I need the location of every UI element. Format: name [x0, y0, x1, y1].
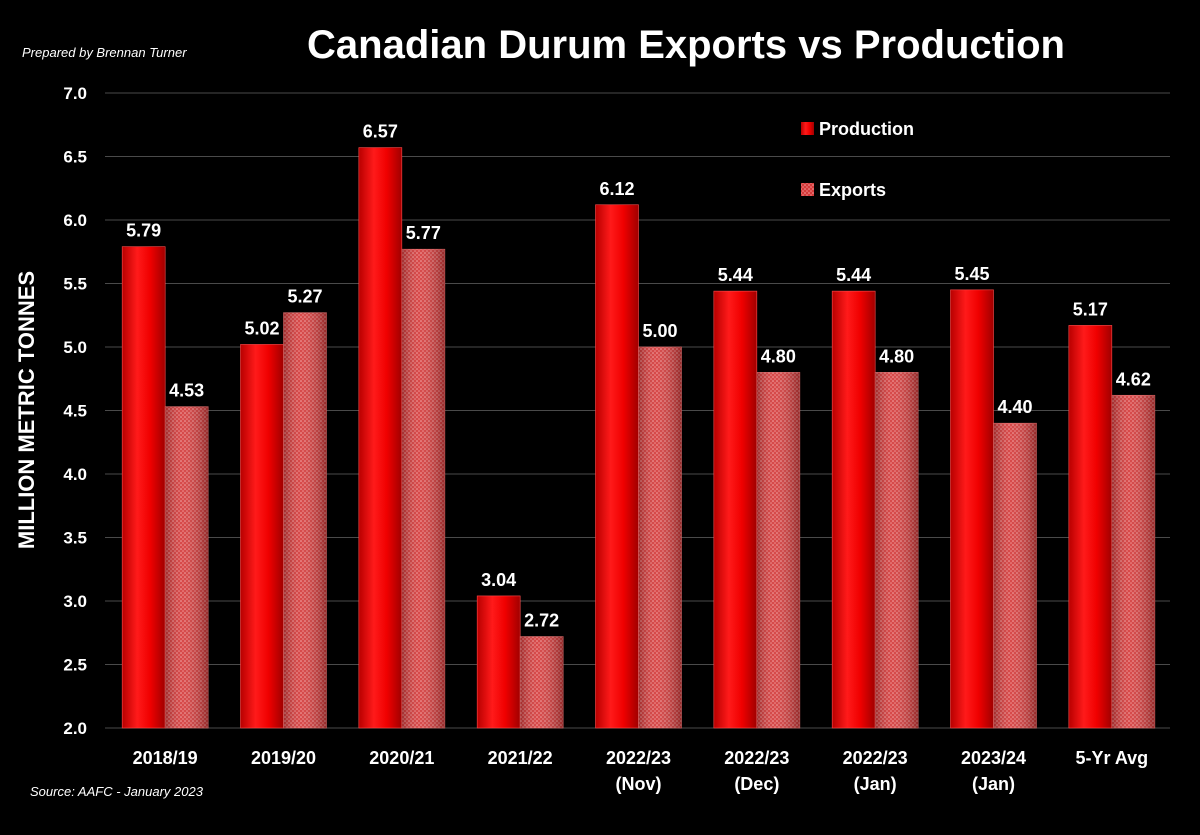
exports-bar-shade — [1111, 395, 1155, 728]
exports-bar-shade — [283, 312, 327, 728]
x-tick-label: 2021/22 — [488, 748, 553, 768]
y-axis-label: MILLION METRIC TONNES — [14, 271, 39, 549]
exports-bar-shade — [756, 372, 800, 728]
production-data-label: 6.57 — [363, 122, 398, 142]
x-tick-label: 2019/20 — [251, 748, 316, 768]
exports-bar-shade — [165, 406, 209, 728]
exports-bar-shade — [875, 372, 919, 728]
y-tick-label: 4.5 — [63, 402, 87, 421]
x-axis-ticks: 2018/19 2019/20 2020/21 2021/22 2022/23 (Nov)… — [133, 748, 1149, 794]
exports-bar-shade — [638, 347, 682, 728]
y-tick-label: 3.0 — [63, 592, 87, 611]
y-tick-label: 2.5 — [63, 656, 87, 675]
production-bar — [121, 246, 166, 729]
production-bar — [358, 147, 403, 729]
y-tick-label: 7.0 — [63, 84, 87, 103]
exports-bar-shade — [401, 249, 445, 728]
production-data-label: 5.45 — [954, 264, 989, 284]
production-bar — [950, 289, 994, 729]
production-data-label: 3.04 — [481, 570, 516, 590]
chart-title: Canadian Durum Exports vs Production — [307, 23, 1065, 67]
production-data-label: 5.44 — [836, 265, 871, 285]
x-tick-label: 2018/19 — [133, 748, 198, 768]
exports-data-label: 4.80 — [761, 346, 796, 366]
exports-bar-shade — [993, 423, 1037, 728]
x-tick-label: 2022/23 (Dec) — [724, 748, 789, 794]
x-tick-label: 2022/23 (Jan) — [843, 748, 908, 794]
production-data-label: 5.17 — [1073, 299, 1108, 319]
production-bar — [713, 290, 758, 729]
production-data-label: 6.12 — [599, 179, 634, 199]
legend-label-production: Production — [819, 119, 914, 139]
legend-swatch-production — [801, 122, 814, 135]
production-data-label: 5.79 — [126, 221, 161, 241]
y-tick-label: 6.0 — [63, 211, 87, 230]
exports-bar-shade — [520, 636, 564, 728]
x-tick-label: 2023/24 (Jan) — [961, 748, 1026, 794]
data-labels: 5.79 4.53 5.02 5.27 6.57 5.77 3.04 2.72 6.12 5.00… — [126, 122, 1151, 631]
prepared-by-note: Prepared by Brennan Turner — [22, 45, 187, 60]
y-tick-label: 3.5 — [63, 529, 87, 548]
x-tick-label: 2020/21 — [369, 748, 434, 768]
production-bar — [595, 204, 639, 729]
exports-data-label: 4.62 — [1116, 369, 1151, 389]
y-axis-ticks: 2.0 2.5 3.0 3.5 4.0 4.5 5.0 5.5 6.0 6.5 7.0 — [63, 84, 87, 738]
y-tick-label: 6.5 — [63, 148, 87, 167]
legend-swatch-exports — [801, 183, 814, 196]
exports-data-label: 5.00 — [642, 321, 677, 341]
legend-label-exports: Exports — [819, 180, 886, 200]
y-tick-label: 2.0 — [63, 719, 87, 738]
production-bar — [1068, 325, 1113, 729]
exports-data-label: 4.53 — [169, 381, 204, 401]
legend: Production Exports — [801, 119, 914, 200]
x-tick-label: 2022/23 (Nov) — [606, 748, 671, 794]
y-tick-label: 5.0 — [63, 338, 87, 357]
y-tick-label: 5.5 — [63, 275, 87, 294]
exports-data-label: 2.72 — [524, 611, 559, 631]
production-bar — [476, 595, 521, 729]
exports-data-label: 5.77 — [406, 223, 441, 243]
exports-data-label: 5.27 — [287, 287, 322, 307]
production-data-label: 5.44 — [718, 265, 753, 285]
bars — [121, 147, 1156, 729]
exports-data-label: 4.80 — [879, 346, 914, 366]
x-tick-label: 5-Yr Avg — [1075, 748, 1148, 768]
exports-data-label: 4.40 — [997, 397, 1032, 417]
y-tick-label: 4.0 — [63, 465, 87, 484]
source-note: Source: AAFC - January 2023 — [30, 784, 204, 799]
production-data-label: 5.02 — [244, 318, 279, 338]
production-bar — [831, 290, 876, 729]
production-bar — [240, 344, 284, 729]
